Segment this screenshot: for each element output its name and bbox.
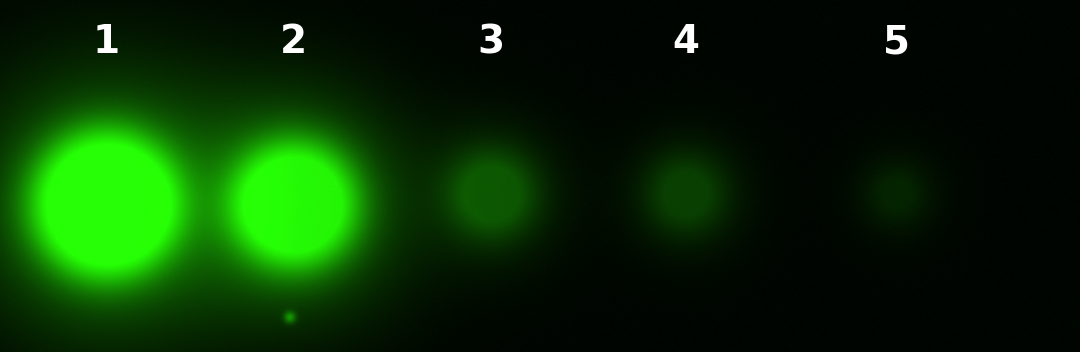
Text: 3: 3: [477, 23, 505, 61]
Text: 2: 2: [280, 23, 308, 61]
Text: 1: 1: [92, 23, 120, 61]
Text: 4: 4: [672, 23, 700, 61]
Text: 5: 5: [883, 23, 909, 61]
